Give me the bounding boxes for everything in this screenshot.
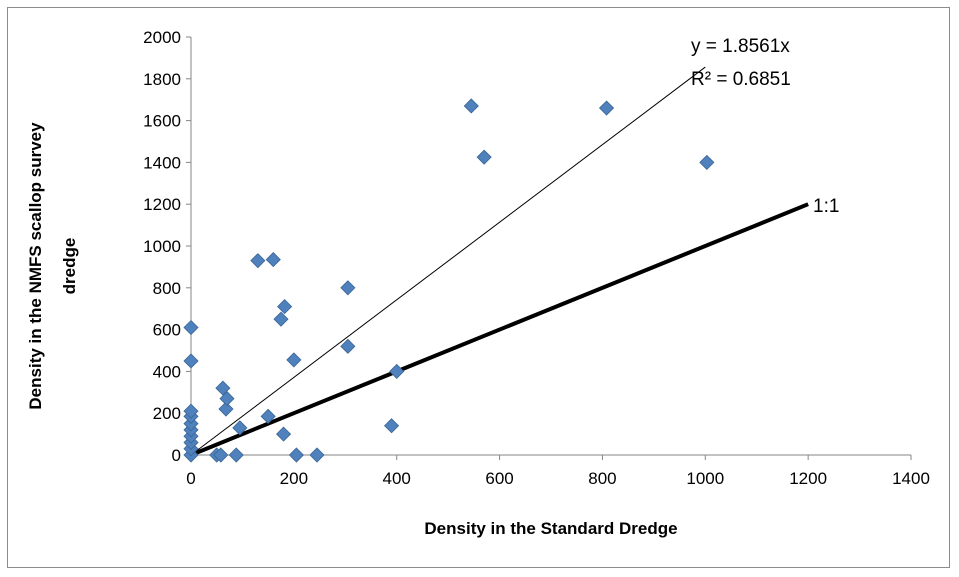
data-point [218, 401, 234, 417]
y-tick-label: 1800 [143, 70, 181, 89]
data-point [389, 363, 405, 379]
y-tick-label: 1200 [143, 195, 181, 214]
data-point [276, 426, 292, 442]
data-point [183, 319, 199, 336]
y-tick-label: 800 [153, 279, 181, 298]
trendline-equation: y = 1.8561x [691, 36, 790, 57]
x-tick-label: 0 [186, 469, 195, 488]
data-point [213, 447, 229, 463]
x-tick-label: 200 [280, 469, 308, 488]
data-point [598, 100, 615, 116]
x-tick-label: 400 [383, 469, 411, 488]
data-point [219, 391, 235, 407]
y-tick-label: 200 [153, 404, 181, 423]
x-tick-label: 800 [588, 469, 616, 488]
data-point [183, 353, 199, 369]
data-points [183, 98, 715, 463]
data-point [309, 447, 325, 463]
data-point [183, 403, 199, 419]
data-point [228, 447, 244, 463]
data-point [265, 252, 281, 268]
data-point [260, 408, 276, 424]
y-axis-title-line-2: dredge [60, 238, 79, 295]
x-tick-label: 1400 [892, 469, 930, 488]
data-point [286, 352, 302, 368]
y-tick-label: 600 [153, 321, 181, 340]
data-point [463, 98, 479, 114]
data-point [277, 299, 293, 315]
y-tick-label: 1400 [143, 153, 181, 172]
data-point [476, 149, 492, 165]
data-point [340, 338, 356, 354]
scatter-chart: Density in the NMFS scallop survey dredg… [26, 28, 930, 538]
trendline-r-squared: R² = 0.6851 [691, 69, 791, 90]
y-tick-label: 2000 [143, 28, 181, 47]
y-axis-title-line-1: Density in the NMFS scallop survey [26, 122, 45, 410]
data-point [384, 418, 400, 434]
one-to-one-label: 1:1 [813, 196, 839, 217]
x-axis-title: Density in the Standard Dredge [424, 519, 677, 538]
data-point [340, 280, 356, 296]
data-point [232, 420, 248, 436]
chart-frame: Density in the NMFS scallop survey dredg… [7, 7, 950, 568]
trendline [190, 66, 706, 456]
fit-lines [190, 66, 809, 457]
y-axis-title: Density in the NMFS scallop survey dredg… [26, 122, 79, 410]
y-tick-label: 400 [153, 362, 181, 381]
data-point [699, 154, 715, 170]
y-tick-label: 1600 [143, 112, 181, 131]
x-tick-label: 1200 [789, 469, 827, 488]
tick-labels: 0 200 400 600 800 1000 1200 1400 1600 1800 2000 0 20… [143, 28, 930, 488]
y-tick-label: 0 [172, 446, 181, 465]
data-point [250, 253, 266, 269]
data-point [288, 447, 304, 463]
x-tick-label: 1000 [686, 469, 724, 488]
one-to-one-line [190, 202, 809, 457]
x-tick-label: 600 [485, 469, 513, 488]
y-tick-label: 1000 [143, 237, 181, 256]
data-point [273, 311, 289, 327]
axes [186, 36, 912, 460]
